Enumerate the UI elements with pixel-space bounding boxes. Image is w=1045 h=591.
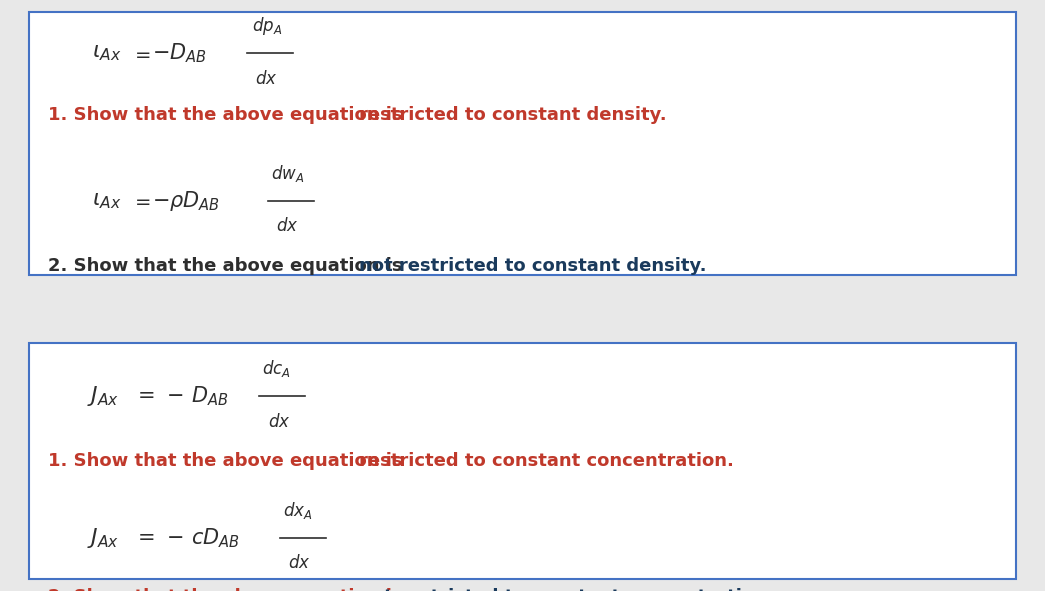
Text: not restricted to constant concentration.: not restricted to constant concentration…: [359, 588, 774, 591]
Text: $\iota_{Ax}$: $\iota_{Ax}$: [92, 191, 121, 211]
FancyBboxPatch shape: [29, 343, 1016, 579]
Text: 2. Show that the above equation is: 2. Show that the above equation is: [48, 257, 409, 275]
Text: $dw_A$: $dw_A$: [271, 163, 304, 184]
Text: $\iota_{Ax}$: $\iota_{Ax}$: [92, 43, 121, 63]
Text: 2. Show that the above equation is: 2. Show that the above equation is: [48, 588, 409, 591]
Text: $dx$: $dx$: [268, 413, 291, 430]
Text: restricted to constant density.: restricted to constant density.: [359, 106, 667, 124]
Text: 1. Show that the above equation is: 1. Show that the above equation is: [48, 452, 409, 470]
Text: $=\,-\,cD_{AB}$: $=\,-\,cD_{AB}$: [133, 526, 239, 550]
Text: $-\rho D_{AB}$: $-\rho D_{AB}$: [152, 189, 219, 213]
Text: $dx$: $dx$: [255, 70, 278, 87]
Text: $dx$: $dx$: [288, 554, 311, 572]
Text: $dp_A$: $dp_A$: [252, 15, 282, 37]
Text: $J_{Ax}$: $J_{Ax}$: [87, 526, 119, 550]
Text: $-D_{AB}$: $-D_{AB}$: [152, 41, 206, 65]
Text: $dx$: $dx$: [276, 217, 299, 235]
Text: restricted to constant concentration.: restricted to constant concentration.: [359, 452, 735, 470]
Text: $dx_A$: $dx_A$: [283, 500, 312, 521]
Text: 1. Show that the above equation is: 1. Show that the above equation is: [48, 106, 409, 124]
Text: $=$: $=$: [131, 191, 150, 210]
Text: not restricted to constant density.: not restricted to constant density.: [359, 257, 707, 275]
Text: $J_{Ax}$: $J_{Ax}$: [87, 384, 119, 408]
Text: $=$: $=$: [131, 44, 150, 63]
Text: $dc_A$: $dc_A$: [262, 358, 292, 379]
Text: $=\,-\,D_{AB}$: $=\,-\,D_{AB}$: [133, 384, 228, 408]
FancyBboxPatch shape: [29, 12, 1016, 275]
